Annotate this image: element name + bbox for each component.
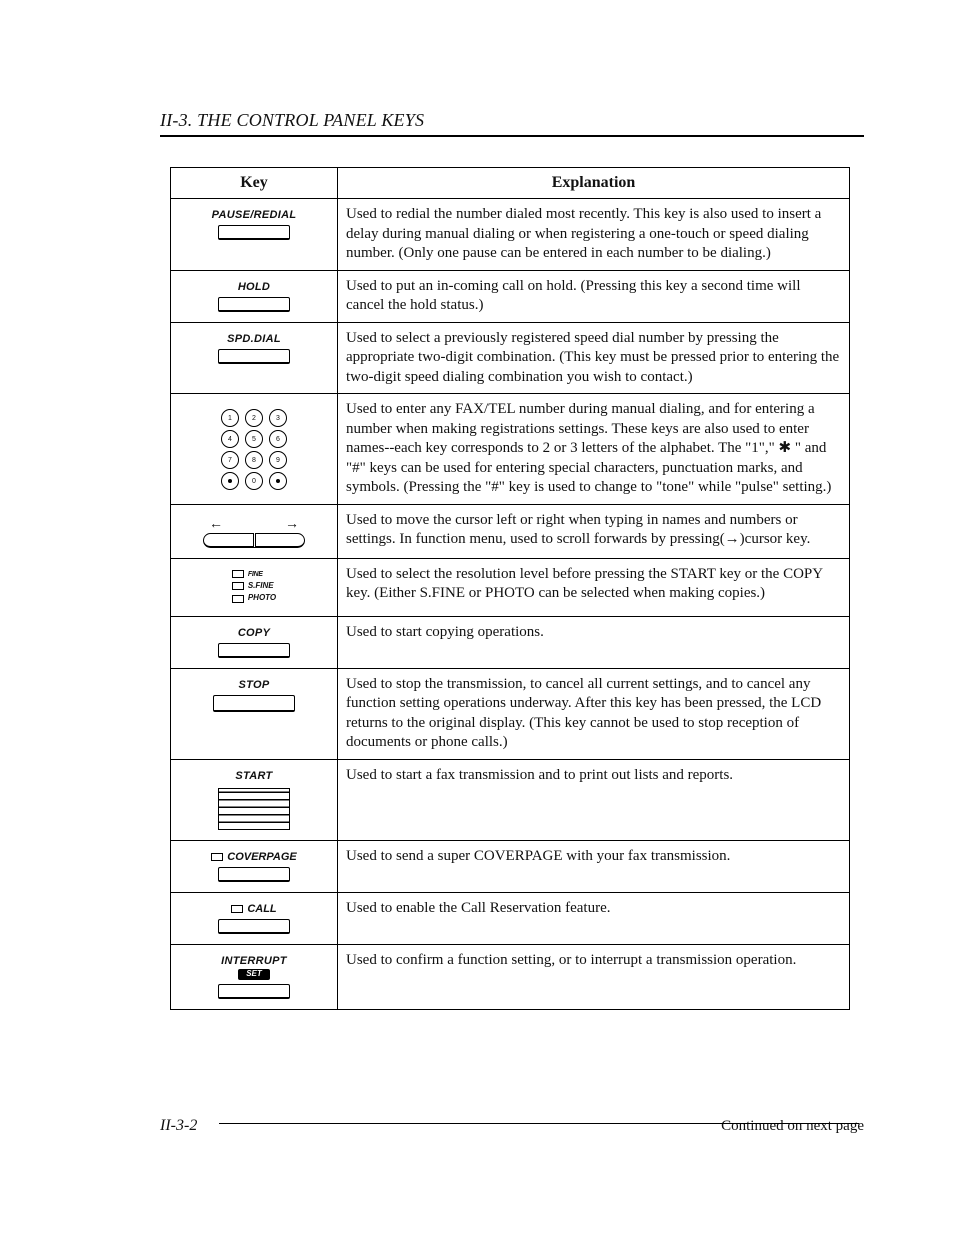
header-key: Key (171, 168, 338, 199)
res-label: S.FINE (248, 580, 274, 593)
table-row: CALL Used to enable the Call Reservation… (171, 892, 850, 944)
led-icon (232, 595, 244, 603)
table-row: SPD.DIAL Used to select a previously reg… (171, 322, 850, 394)
keypad-btn-hash (269, 472, 287, 490)
table-row: INTERRUPT SET Used to confirm a function… (171, 944, 850, 1009)
section-title: II-3. THE CONTROL PANEL KEYS (160, 110, 864, 137)
led-icon (211, 853, 223, 861)
rect-key-icon (218, 349, 290, 364)
table-row: FINE S.FINE PHOTO Used to select the res… (171, 558, 850, 616)
key-cell-start: START (171, 759, 338, 840)
res-label: PHOTO (248, 592, 276, 605)
arrow-left-icon: ← (209, 515, 223, 531)
page-number: II-3-2 (160, 1117, 197, 1134)
key-cell-interrupt: INTERRUPT SET (171, 944, 338, 1009)
key-cell-hold: HOLD (171, 270, 338, 322)
key-label: STOP (179, 679, 329, 691)
key-label: START (179, 770, 329, 782)
keypad-btn: 0 (245, 472, 263, 490)
rect-key-icon (218, 867, 290, 882)
start-key-icon (218, 788, 290, 830)
rect-key-icon (213, 695, 295, 712)
key-cell-resolution: FINE S.FINE PHOTO (171, 558, 338, 616)
cursor-key-icon (203, 533, 305, 548)
key-label: SPD.DIAL (179, 333, 329, 345)
led-icon (232, 570, 244, 578)
key-cell-copy: COPY (171, 616, 338, 668)
keypad-btn: 4 (221, 430, 239, 448)
key-label: HOLD (179, 281, 329, 293)
table-row: COVERPAGE Used to send a super COVERPAGE… (171, 840, 850, 892)
table-row: STOP Used to stop the transmission, to c… (171, 668, 850, 759)
explanation-cell: Used to enable the Call Reservation feat… (338, 892, 850, 944)
table-row: START Used to start a fax transmission a… (171, 759, 850, 840)
explanation-cell: Used to select the resolution level befo… (338, 558, 850, 616)
key-label: PAUSE/REDIAL (179, 209, 329, 221)
table-row: 1 2 3 4 5 6 7 8 9 (171, 394, 850, 505)
keypad-btn: 5 (245, 430, 263, 448)
key-cell-keypad: 1 2 3 4 5 6 7 8 9 (171, 394, 338, 505)
keypad-btn: 3 (269, 409, 287, 427)
keys-table: Key Explanation PAUSE/REDIAL Used to red… (170, 167, 850, 1010)
key-cell-coverpage: COVERPAGE (171, 840, 338, 892)
key-cell-cursor: ← → (171, 504, 338, 558)
table-row: PAUSE/REDIAL Used to redial the number d… (171, 199, 850, 271)
keypad-btn: 9 (269, 451, 287, 469)
explanation-cell: Used to start a fax transmission and to … (338, 759, 850, 840)
rect-key-icon (218, 984, 290, 999)
header-explanation: Explanation (338, 168, 850, 199)
rect-key-icon (218, 225, 290, 240)
res-label: FINE (248, 569, 263, 580)
explanation-cell: Used to move the cursor left or right wh… (338, 504, 850, 558)
resolution-icon: FINE S.FINE PHOTO (232, 569, 276, 606)
keypad-btn: 1 (221, 409, 239, 427)
arrow-right-icon: → (285, 515, 299, 531)
table-row: ← → Used to move the cursor left or righ… (171, 504, 850, 558)
explanation-cell: Used to stop the transmission, to cancel… (338, 668, 850, 759)
key-cell-pause-redial: PAUSE/REDIAL (171, 199, 338, 271)
rect-key-icon (218, 919, 290, 934)
rect-key-icon (218, 643, 290, 658)
keypad-btn: 8 (245, 451, 263, 469)
explanation-cell: Used to select a previously registered s… (338, 322, 850, 394)
key-label: COPY (179, 627, 329, 639)
explanation-cell: Used to send a super COVERPAGE with your… (338, 840, 850, 892)
keypad-btn-star (221, 472, 239, 490)
key-label: INTERRUPT (179, 955, 329, 967)
key-cell-spddial: SPD.DIAL (171, 322, 338, 394)
keypad-btn: 2 (245, 409, 263, 427)
key-label: CALL (247, 903, 276, 915)
keypad-icon: 1 2 3 4 5 6 7 8 9 (221, 406, 287, 493)
keypad-btn: 6 (269, 430, 287, 448)
page-footer: II-3-2 (160, 1117, 864, 1135)
table-row: COPY Used to start copying operations. (171, 616, 850, 668)
explanation-cell: Used to put an in-coming call on hold. (… (338, 270, 850, 322)
key-cell-call: CALL (171, 892, 338, 944)
key-label: COVERPAGE (227, 851, 296, 863)
explanation-cell: Used to confirm a function setting, or t… (338, 944, 850, 1009)
led-icon (232, 582, 244, 590)
explanation-cell: Used to start copying operations. (338, 616, 850, 668)
footer-rule (219, 1123, 859, 1124)
set-chip: SET (238, 969, 270, 980)
key-cell-stop: STOP (171, 668, 338, 759)
page: II-3. THE CONTROL PANEL KEYS Key Explana… (0, 0, 954, 1235)
keypad-btn: 7 (221, 451, 239, 469)
led-icon (231, 905, 243, 913)
explanation-cell: Used to enter any FAX/TEL number during … (338, 394, 850, 505)
table-row: HOLD Used to put an in-coming call on ho… (171, 270, 850, 322)
explanation-cell: Used to redial the number dialed most re… (338, 199, 850, 271)
rect-key-icon (218, 297, 290, 312)
